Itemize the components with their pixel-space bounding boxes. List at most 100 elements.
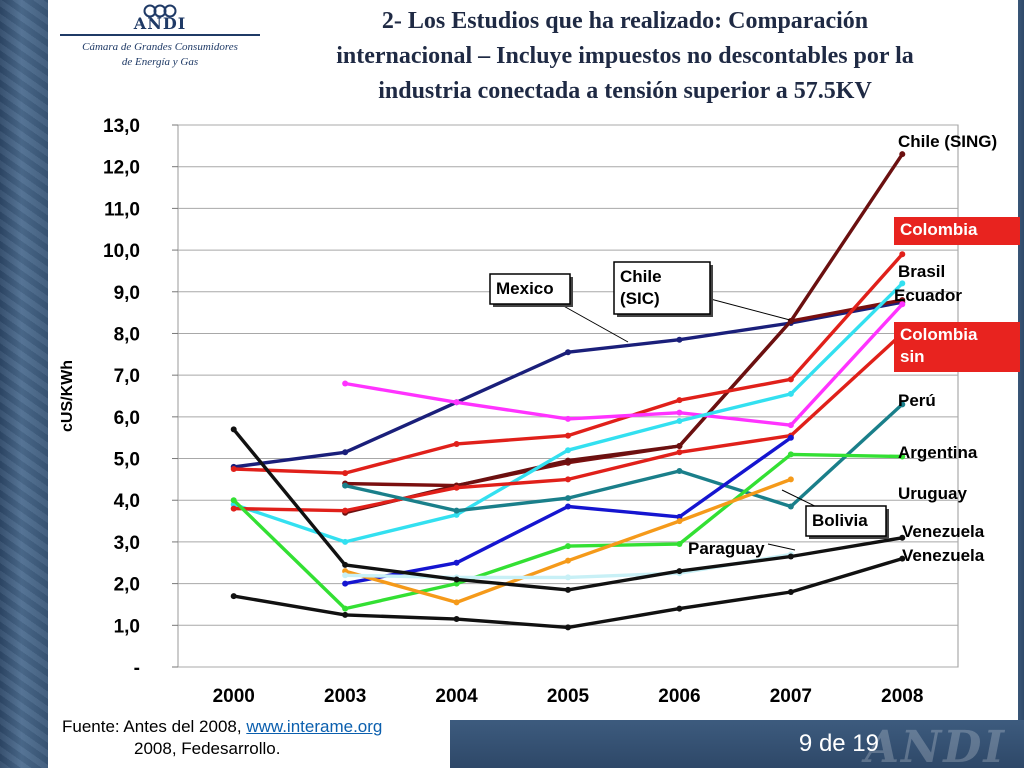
series-point — [565, 415, 571, 422]
series-point — [787, 434, 794, 441]
series-point — [787, 317, 794, 324]
footer-watermark-logo: ANDI — [864, 722, 1006, 773]
series-point — [342, 605, 349, 612]
series-point — [453, 616, 460, 623]
slide-title-line-2: internacional – Incluye impuestos no des… — [336, 43, 914, 69]
series-point — [565, 457, 571, 464]
slide-frame-left — [0, 0, 48, 768]
y-tick-label: 2,0 — [114, 575, 140, 596]
y-tick-label: 11,0 — [104, 199, 140, 220]
series-point — [453, 507, 460, 514]
series-label: sin — [900, 347, 925, 366]
series-point — [565, 447, 571, 454]
logo-wordmark: ANDI — [133, 14, 187, 33]
series-point — [565, 543, 571, 550]
series-point — [453, 399, 460, 406]
y-tick-label: 8,0 — [114, 324, 140, 345]
series-point — [565, 624, 571, 631]
callout-label: Mexico — [496, 279, 554, 298]
series-point — [899, 151, 906, 158]
series-point — [342, 580, 349, 587]
x-tick-label: 2004 — [435, 686, 478, 707]
source-link[interactable]: www.interame.org — [246, 717, 383, 736]
chart-series — [230, 151, 906, 631]
callout-label: Bolivia — [812, 511, 868, 530]
series-point — [453, 484, 460, 491]
series-point — [342, 449, 349, 456]
series-point — [676, 449, 683, 456]
series-point — [676, 336, 683, 343]
source-line-1: Fuente: Antes del 2008, www.interame.org — [62, 716, 382, 738]
series-point — [565, 432, 571, 439]
y-tick-label: 13,0 — [103, 116, 140, 137]
series-point — [342, 470, 349, 477]
series-point — [230, 497, 237, 504]
series-point — [342, 507, 349, 514]
label-leader-line — [767, 543, 796, 551]
series-line — [344, 403, 904, 513]
y-tick-label: 7,0 — [114, 366, 140, 387]
series-label: Paraguay — [688, 539, 765, 558]
series-point — [565, 495, 571, 502]
y-tick-label: 3,0 — [114, 533, 140, 554]
series-point — [787, 476, 794, 483]
slide-footer-bar: ANDI 9 de 19 — [450, 720, 1024, 773]
series-label: Colombia — [900, 325, 978, 344]
logo-subtitle-line-1: Cámara de Grandes Consumidores — [82, 41, 238, 53]
y-tick-label: 1,0 — [114, 616, 140, 637]
series-point — [899, 453, 906, 460]
series-point — [899, 280, 906, 287]
x-tick-label: 2006 — [658, 686, 700, 707]
series-point — [342, 380, 349, 387]
series-label: Chile (SING) — [898, 132, 997, 151]
series-label: Ecuador — [894, 286, 962, 305]
series-point — [342, 572, 349, 579]
series-point — [230, 465, 237, 472]
source-prefix: Fuente: Antes del 2008, — [62, 717, 247, 736]
series-point — [453, 576, 460, 583]
series-point — [676, 409, 683, 416]
series-label: Argentina — [898, 443, 978, 462]
series-point — [453, 599, 460, 606]
series-label: Perú — [898, 391, 936, 410]
series-line — [344, 303, 904, 427]
series-point — [899, 301, 906, 308]
series-point — [787, 588, 794, 595]
series-label: Brasil — [898, 262, 945, 281]
series-label: Venezuela — [902, 546, 985, 565]
chart-axes: - 1,0 2,0 3,0 4,0 5,0 6,0 7,0 8,0 9,0 10,0 11,0 12,0… — [59, 116, 923, 707]
series-point — [899, 251, 906, 258]
x-tick-label: 2007 — [770, 686, 812, 707]
series-point — [787, 376, 794, 383]
series-point — [565, 349, 571, 356]
logo-subtitle: Cámara de Grandes Consumidores de Energí… — [60, 40, 260, 70]
y-tick-label: 12,0 — [103, 158, 140, 179]
x-tick-label: 2008 — [881, 686, 923, 707]
series-point — [230, 593, 237, 600]
plot-area — [177, 124, 959, 668]
series-point — [230, 505, 237, 512]
x-tick-label: 2003 — [324, 686, 366, 707]
y-tick-label: 6,0 — [114, 408, 140, 429]
series-point — [453, 559, 460, 566]
x-tick-label: 2005 — [547, 686, 590, 707]
series-point — [342, 568, 349, 575]
series-point — [676, 418, 683, 425]
series-point — [342, 611, 349, 618]
series-point — [676, 397, 683, 404]
series-point — [565, 557, 571, 564]
series-point — [676, 518, 683, 525]
callout-box — [489, 273, 571, 305]
y-tick-label: 9,0 — [114, 283, 140, 304]
series-point — [230, 426, 237, 433]
series-point — [899, 534, 906, 541]
callout-label: (SIC) — [620, 289, 660, 308]
series-point — [453, 511, 460, 518]
series-point — [342, 538, 349, 545]
series-point — [787, 503, 794, 510]
series-point — [899, 401, 906, 408]
series-point — [565, 476, 571, 483]
callout-box — [613, 261, 711, 315]
series-point — [342, 561, 349, 568]
